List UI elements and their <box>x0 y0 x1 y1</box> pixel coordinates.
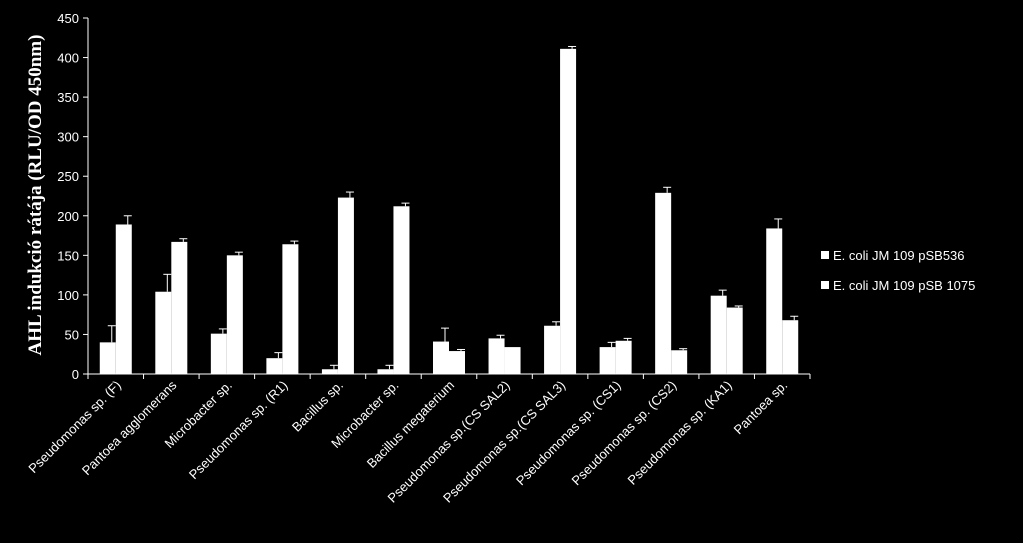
bar-pSB536 <box>766 228 783 374</box>
bar-pSB536 <box>710 295 727 374</box>
bar-pSB536 <box>155 291 172 374</box>
category-labels: Pseudomonas sp. (F)Pantoea agglomeransMi… <box>25 377 790 505</box>
bar-pSB1075 <box>282 244 299 374</box>
bar-pSB1075 <box>671 350 688 374</box>
category-label: Pseudomonas sp. (KA1) <box>625 378 735 488</box>
legend-label-pSB1075: E. coli JM 109 pSB 1075 <box>833 278 975 293</box>
bar-pSB1075 <box>337 197 354 374</box>
bar-pSB1075 <box>615 340 632 374</box>
category-label: Pseudomonas sp. (R1) <box>186 378 291 483</box>
bars <box>99 48 799 374</box>
legend-swatch-pSB1075 <box>821 281 829 289</box>
y-tick-label: 100 <box>57 288 79 303</box>
y-tick-label: 250 <box>57 169 79 184</box>
y-tick-label: 200 <box>57 209 79 224</box>
bar-pSB1075 <box>115 224 132 374</box>
category-label: Pseudomonas sp. (CS1) <box>513 378 624 489</box>
bar-pSB536 <box>210 333 227 374</box>
bar-pSB536 <box>99 342 116 374</box>
bar-pSB536 <box>599 347 616 374</box>
bar-pSB536 <box>321 369 338 374</box>
y-tick-label: 350 <box>57 90 79 105</box>
y-tick-label: 450 <box>57 11 79 26</box>
x-axis <box>87 373 811 379</box>
bar-pSB536 <box>433 341 449 374</box>
category-label: Pseudomonas sp. (F) <box>25 378 123 476</box>
y-tick-label: 400 <box>57 51 79 66</box>
y-axis-label: AHL indukció rátája (RLU/OD 450nm) <box>25 35 46 356</box>
bar-pSB536 <box>544 325 561 374</box>
legend: E. coli JM 109 pSB536 E. coli JM 109 pSB… <box>821 248 975 293</box>
y-tick-label: 150 <box>57 248 79 263</box>
error-bars <box>107 45 799 370</box>
bar-pSB1075 <box>560 48 577 374</box>
y-tick-label: 50 <box>65 327 79 342</box>
category-label: Pantoea agglomerans <box>79 377 180 478</box>
y-axis: 0 50 100 150 200 250 300 350 400 450 <box>57 11 89 382</box>
legend-label-pSB536: E. coli JM 109 pSB536 <box>833 248 965 263</box>
bar-pSB1075 <box>171 241 188 374</box>
category-label: Bacillus sp. <box>289 378 346 435</box>
bar-pSB1075 <box>393 206 410 374</box>
bar-pSB536 <box>488 338 505 374</box>
bar-pSB536 <box>266 358 283 374</box>
y-tick-label: 300 <box>57 130 79 145</box>
bar-pSB1075 <box>504 347 521 374</box>
bar-pSB1075 <box>726 307 743 374</box>
legend-swatch-pSB536 <box>821 251 829 259</box>
bar-pSB536 <box>655 192 672 374</box>
bar-pSB1075 <box>449 351 465 374</box>
y-tick-label: 0 <box>72 367 79 382</box>
category-label: Pseudomonas sp. (CS2) <box>569 378 680 489</box>
bar-pSB536 <box>377 369 394 374</box>
bar-pSB1075 <box>782 320 799 374</box>
bar-pSB1075 <box>226 255 243 374</box>
category-label: Pantoea sp. <box>731 378 791 438</box>
